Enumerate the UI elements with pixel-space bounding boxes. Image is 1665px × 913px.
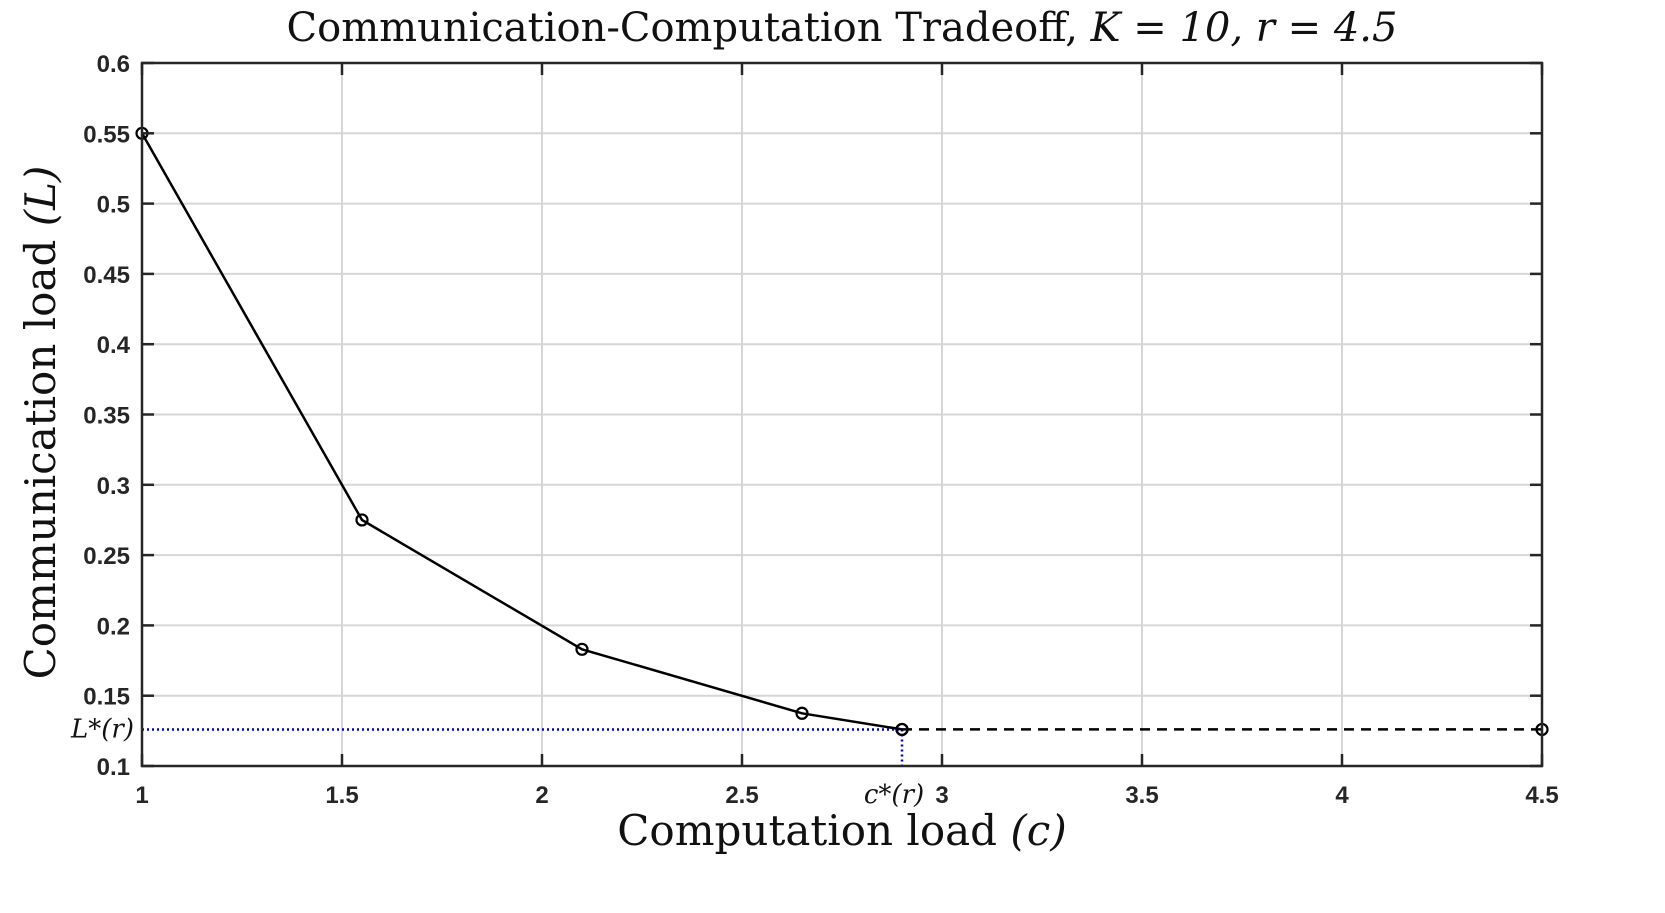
y-tick-label: 0.25 — [83, 543, 130, 570]
grid — [142, 63, 1542, 766]
x-axis-label: Computation load (c) — [617, 806, 1066, 855]
x-axis-label-text: Computation load — [617, 806, 997, 855]
x-tick-label: 4 — [1335, 782, 1349, 809]
y-tick-label: 0.35 — [83, 403, 130, 430]
L-star-label: L*(r) — [70, 714, 134, 744]
x-tick-label: 1 — [135, 782, 148, 809]
c-star-label: c*(r) — [864, 780, 924, 810]
series-1-line — [140, 132, 903, 731]
y-tick-label: 0.5 — [97, 192, 130, 219]
y-tick-label: 0.1 — [97, 754, 130, 781]
x-tick-label: 2.5 — [725, 782, 758, 809]
axis-ticks: 1 1.5 2 2.5 3 3.5 4 4.5 0.1 0.15 0.2 0.25 0.3 0.35 0.4… — [70, 51, 1559, 810]
y-tick-label: 0.3 — [97, 473, 130, 500]
x-tick-label: 2 — [535, 782, 548, 809]
x-tick-label: 4.5 — [1525, 782, 1558, 809]
x-tick-label: 1.5 — [325, 782, 358, 809]
series-layer — [135, 126, 1549, 737]
series-1-point — [795, 706, 809, 720]
y-axis-label: Communication load (L) — [16, 166, 65, 680]
chart-title-math: K = 10, r = 4.5 — [1090, 5, 1398, 51]
y-tick-label: 0.6 — [97, 51, 130, 78]
x-tick-label: 3 — [935, 782, 948, 809]
series-1-point — [355, 513, 369, 527]
y-tick-label: 0.4 — [97, 332, 131, 359]
chart-title: Communication-Computation Tradeoff, K = … — [287, 5, 1398, 51]
chart-title-prefix: Communication-Computation Tradeoff, — [287, 5, 1078, 51]
y-axis-label-text: Communication load — [16, 240, 65, 680]
x-tick-label: 3.5 — [1125, 782, 1158, 809]
series-1-point — [575, 642, 589, 656]
series-2-point — [895, 722, 909, 737]
y-tick-label: 0.15 — [83, 684, 130, 711]
y-tick-label: 0.55 — [83, 121, 130, 148]
y-axis-label-symbol: (L) — [16, 166, 65, 227]
annotation-lines — [142, 728, 904, 766]
y-tick-label: 0.45 — [83, 262, 130, 289]
x-axis-label-symbol: (c) — [1010, 806, 1066, 855]
y-tick-label: 0.2 — [97, 613, 130, 640]
